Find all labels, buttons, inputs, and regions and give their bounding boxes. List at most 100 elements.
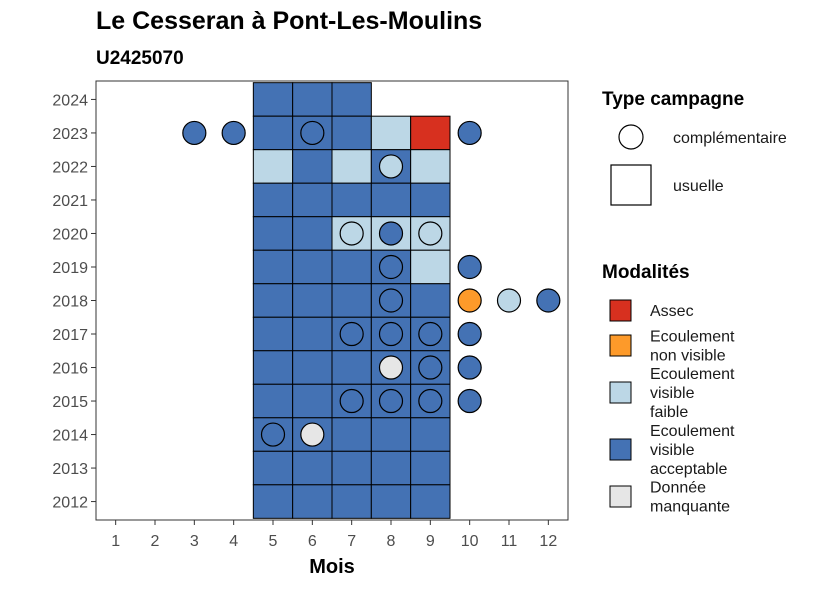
point-2023-6 <box>300 120 325 146</box>
legend-swatch-ecoulement-non-visible <box>609 334 632 357</box>
x-tick-label: 4 <box>229 533 238 550</box>
cell-2022-5 <box>252 149 294 184</box>
cell-2015-5 <box>252 383 294 419</box>
point-2018-11 <box>496 288 522 313</box>
point-2022-8 <box>378 154 404 179</box>
legend-label-ecoulement-non-visible: Ecoulement <box>650 329 735 346</box>
complementary-campaign-points <box>182 120 561 447</box>
point-2020-9 <box>418 221 443 246</box>
cell-2012-7 <box>331 484 372 519</box>
y-tick-label: 2017 <box>52 327 88 344</box>
x-axis: 1 2 3 4 5 6 7 8 9 10 11 12 <box>111 520 557 550</box>
legend-swatch-assec <box>609 299 632 322</box>
legend-label-donnee-manquante: manquante <box>650 499 730 516</box>
x-tick-label: 11 <box>501 533 518 550</box>
cell-2022-7 <box>331 149 372 184</box>
point-2018-12 <box>536 288 561 313</box>
point-2015-10 <box>457 388 482 414</box>
legend-modalites-title: Modalités <box>602 262 690 283</box>
x-tick-label: 2 <box>151 533 160 550</box>
y-tick-label: 2015 <box>52 394 88 411</box>
cell-2016-6 <box>292 350 333 385</box>
cell-2012-5 <box>252 484 294 519</box>
point-2015-7 <box>339 388 364 414</box>
legend-label-donnee-manquante: Donnée <box>650 480 706 497</box>
point-2019-8 <box>378 254 404 280</box>
cell-2018-5 <box>252 283 294 318</box>
cell-2013-6 <box>292 450 333 486</box>
x-tick-label: 1 <box>111 533 120 550</box>
usual-campaign-cells <box>252 82 451 519</box>
legend-label-ecoulement-visible-faible: faible <box>650 404 688 421</box>
y-tick-label: 2024 <box>52 92 88 109</box>
point-2016-8 <box>378 355 404 380</box>
x-tick-label: 12 <box>539 533 557 550</box>
cell-2022-6 <box>292 149 333 184</box>
cell-2023-7 <box>331 115 372 151</box>
y-tick-label: 2016 <box>52 361 88 378</box>
legend-key-square <box>610 164 652 206</box>
cell-2024-6 <box>292 82 333 117</box>
chart-title: Le Cesseran à Pont-Les-Moulins <box>96 7 482 35</box>
point-2017-7 <box>339 321 364 347</box>
y-tick-label: 2023 <box>52 126 88 143</box>
point-2023-3 <box>182 120 207 146</box>
cell-2013-8 <box>370 450 412 486</box>
legend: Type campagne complémentaire usuelle Modali… <box>602 89 787 516</box>
legend-label-ecoulement-visible-faible: visible <box>650 385 695 402</box>
y-tick-label: 2014 <box>52 428 88 445</box>
cell-2013-9 <box>410 450 451 486</box>
legend-swatch-donnee-manquante <box>609 485 632 508</box>
point-2016-9 <box>418 355 443 380</box>
cell-2014-8 <box>370 417 412 452</box>
point-2017-9 <box>418 321 443 347</box>
cell-2019-7 <box>331 249 372 285</box>
y-tick-label: 2019 <box>52 260 88 277</box>
point-2020-7 <box>339 221 364 246</box>
cell-2023-9 <box>410 115 451 151</box>
y-tick-label: 2020 <box>52 226 88 243</box>
cell-2018-7 <box>331 283 372 318</box>
y-tick-label: 2021 <box>52 193 88 210</box>
cell-2018-9 <box>410 283 451 318</box>
legend-campaign-title: Type campagne <box>602 89 744 110</box>
cell-2019-5 <box>252 249 294 285</box>
point-2017-10 <box>457 321 482 347</box>
y-tick-label: 2013 <box>52 461 88 478</box>
y-tick-label: 2012 <box>52 495 88 512</box>
legend-swatch-ecoulement-visible-acceptable <box>609 438 632 461</box>
legend-label-ecoulement-visible-acceptable: Ecoulement <box>650 423 735 440</box>
y-tick-label: 2022 <box>52 159 88 176</box>
x-tick-label: 8 <box>387 533 396 550</box>
cell-2015-6 <box>292 383 333 419</box>
cell-2021-6 <box>292 182 333 218</box>
point-2023-4 <box>221 120 246 146</box>
cell-2021-9 <box>410 182 451 218</box>
legend-label-usuelle: usuelle <box>673 178 724 195</box>
legend-label-ecoulement-visible-acceptable: visible <box>650 442 695 459</box>
chart-subtitle: U2425070 <box>96 48 184 69</box>
cell-2017-5 <box>252 316 294 352</box>
cell-2016-7 <box>331 350 372 385</box>
legend-label-ecoulement-visible-acceptable: acceptable <box>650 461 727 478</box>
cell-2014-9 <box>410 417 451 452</box>
cell-2020-6 <box>292 216 333 251</box>
cell-2021-5 <box>252 182 294 218</box>
cell-2024-5 <box>252 82 294 117</box>
cell-2021-8 <box>370 182 412 218</box>
y-axis: 2012 2013 2014 2015 2016 2017 2018 2019 2020 2021… <box>52 92 96 512</box>
x-tick-label: 7 <box>347 533 356 550</box>
legend-label-ecoulement-visible-faible: Ecoulement <box>650 366 735 383</box>
x-tick-label: 10 <box>461 533 479 550</box>
point-2016-10 <box>457 355 482 380</box>
cell-2014-7 <box>331 417 372 452</box>
point-2023-10 <box>457 120 482 146</box>
cell-2013-7 <box>331 450 372 486</box>
x-tick-label: 5 <box>269 533 278 550</box>
point-2019-10 <box>457 254 482 280</box>
legend-label-ecoulement-non-visible: non visible <box>650 348 726 365</box>
point-2015-9 <box>418 388 443 414</box>
cell-2019-6 <box>292 249 333 285</box>
cell-2022-9 <box>410 149 451 184</box>
